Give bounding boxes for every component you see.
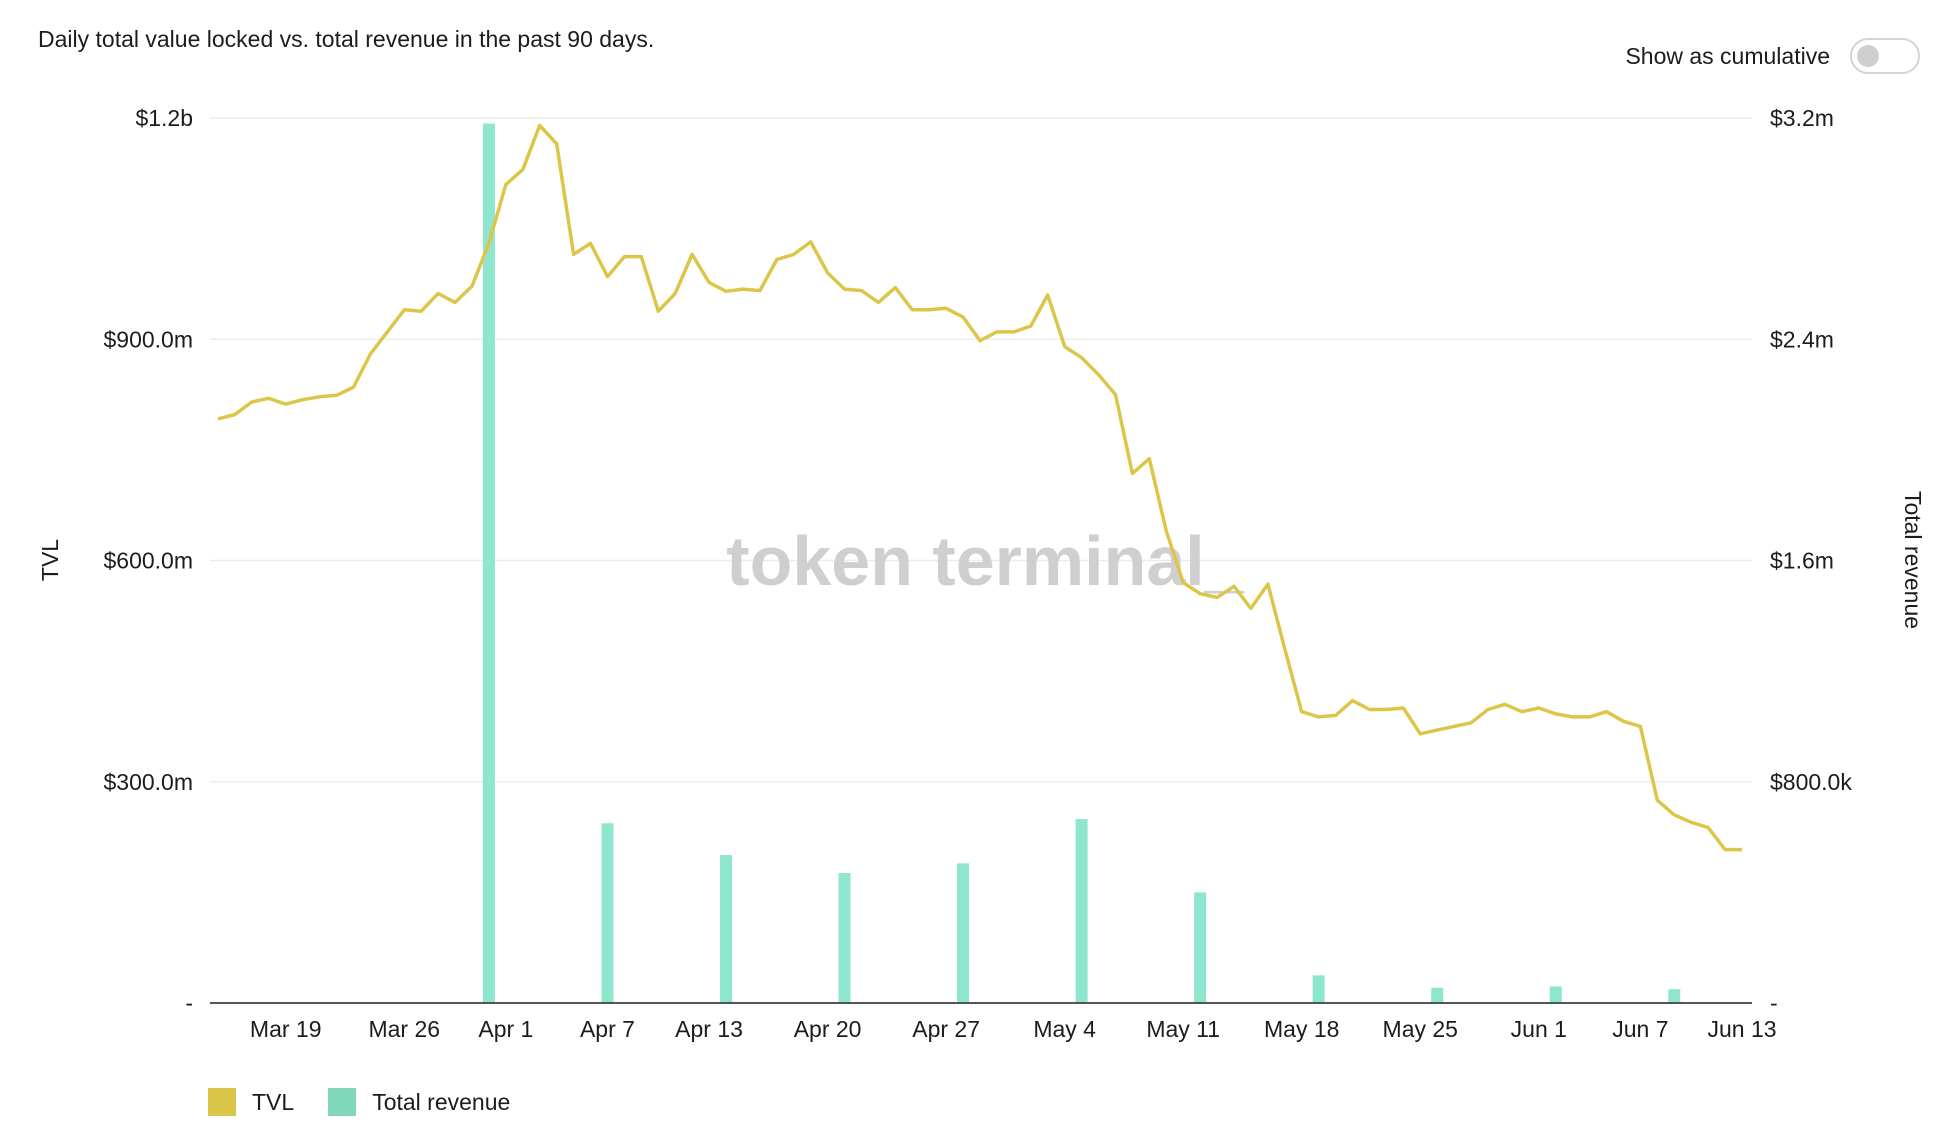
x-tick-label: Jun 7	[1612, 1016, 1668, 1042]
y-tick-right: $2.4m	[1770, 326, 1834, 352]
revenue-bar	[720, 855, 732, 1003]
x-tick-label: May 4	[1033, 1016, 1096, 1042]
watermark-text: token terminal_	[726, 522, 1244, 600]
chart-subtitle: Daily total value locked vs. total reven…	[38, 26, 655, 52]
revenue-bar	[1075, 819, 1088, 1003]
revenue-bar	[957, 863, 970, 1003]
legend-swatch-tvl	[208, 1088, 236, 1116]
chart-legend: TVL Total revenue	[208, 1088, 510, 1116]
toggle-knob	[1857, 45, 1879, 67]
x-tick-label: May 18	[1264, 1016, 1339, 1042]
x-tick-label: May 11	[1146, 1016, 1220, 1042]
legend-label-revenue: Total revenue	[372, 1088, 511, 1115]
y-tick-left: $300.0m	[103, 769, 193, 795]
x-tick-label: Jun 13	[1707, 1016, 1776, 1042]
revenue-bar	[601, 823, 614, 1003]
revenue-bar	[1431, 987, 1444, 1003]
revenue-bar	[838, 873, 851, 1003]
revenue-bar	[1668, 989, 1681, 1003]
x-tick-label: Mar 26	[368, 1016, 440, 1042]
y-tick-right: -	[1770, 990, 1778, 1016]
legend-label-tvl: TVL	[252, 1088, 295, 1115]
y-tick-left: -	[185, 990, 193, 1016]
legend-swatch-revenue	[328, 1088, 357, 1116]
x-tick-label: Mar 19	[250, 1016, 322, 1042]
x-tick-label: Apr 20	[794, 1016, 862, 1042]
revenue-bar	[482, 123, 495, 1003]
revenue-bar	[1194, 892, 1207, 1003]
y-tick-left: $600.0m	[103, 548, 193, 574]
cumulative-toggle-group: Show as cumulative	[1625, 38, 1920, 74]
x-tick-label: May 25	[1383, 1016, 1458, 1042]
tvl-line	[217, 123, 1742, 852]
tvl-revenue-chart: - $300.0m $600.0m $900.0m $1.2b - $800.0k $1.6m…	[37, 105, 1926, 1042]
legend-item-revenue[interactable]: Total revenue	[328, 1088, 510, 1116]
y-tick-right: $1.6m	[1770, 548, 1834, 574]
legend-item-tvl[interactable]: TVL	[208, 1088, 294, 1116]
revenue-bar	[1312, 975, 1325, 1003]
x-tick-label: Apr 13	[675, 1016, 743, 1042]
cumulative-toggle-switch[interactable]	[1850, 38, 1920, 74]
x-tick-label: Jun 1	[1511, 1016, 1567, 1042]
y-axis-title-right: Total revenue	[1900, 491, 1926, 629]
x-tick-label: Apr 7	[580, 1016, 635, 1042]
y-tick-left: $900.0m	[103, 326, 193, 352]
y-tick-right: $3.2m	[1770, 105, 1834, 131]
cumulative-toggle-label: Show as cumulative	[1625, 42, 1830, 69]
y-tick-left: $1.2b	[135, 105, 193, 131]
x-tick-label: Apr 27	[912, 1016, 980, 1042]
y-tick-right: $800.0k	[1770, 769, 1852, 795]
x-tick-label: Apr 1	[478, 1016, 533, 1042]
revenue-bar	[1549, 986, 1562, 1003]
y-axis-title-left: TVL	[37, 539, 63, 581]
